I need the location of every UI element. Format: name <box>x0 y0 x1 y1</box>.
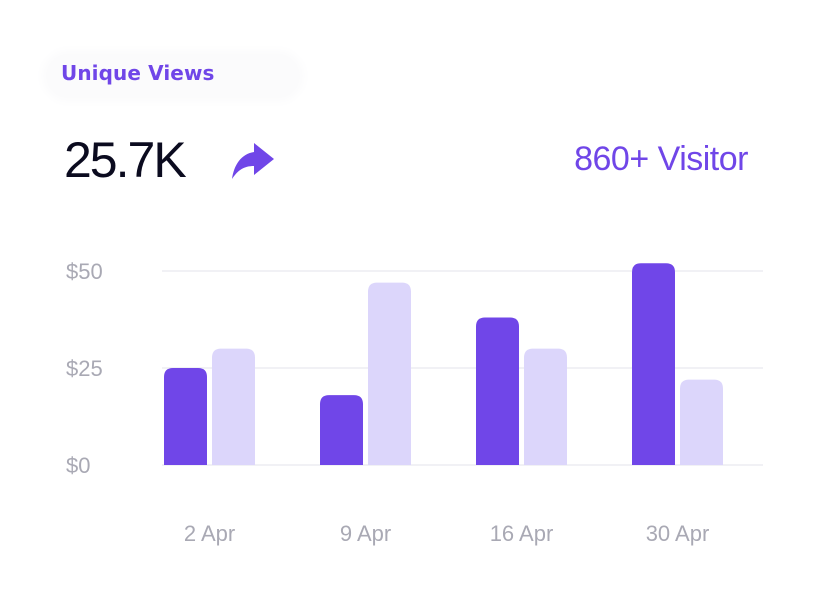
bar-1-4[interactable] <box>632 263 675 465</box>
bar-1-3[interactable] <box>476 317 519 465</box>
x-axis-ticks: 2 Apr 9 Apr 16 Apr 30 Apr <box>184 521 709 546</box>
visitor-count: 860+ Visitor <box>574 140 748 178</box>
share-arrow-icon[interactable] <box>228 139 276 181</box>
bar-2-1[interactable] <box>212 348 255 465</box>
x-tick-label: 30 Apr <box>646 521 710 546</box>
bar-1-2[interactable] <box>320 395 363 465</box>
bar-2-3[interactable] <box>524 348 567 465</box>
bar-2-4[interactable] <box>680 379 723 465</box>
y-tick-label: $25 <box>66 356 103 381</box>
x-tick-label: 9 Apr <box>340 521 391 546</box>
total-views-value: 25.7K <box>64 132 187 188</box>
x-tick-label: 2 Apr <box>184 521 235 546</box>
title-pill <box>46 54 300 98</box>
bar-1-1[interactable] <box>164 368 207 465</box>
x-tick-label: 16 Apr <box>490 521 554 546</box>
bars <box>164 263 723 465</box>
y-tick-label: $50 <box>66 259 103 284</box>
y-axis-ticks: $0 $25 $50 <box>66 259 103 478</box>
card-title: Unique Views <box>61 61 215 85</box>
y-tick-label: $0 <box>66 453 90 478</box>
bar-2-2[interactable] <box>368 282 411 465</box>
